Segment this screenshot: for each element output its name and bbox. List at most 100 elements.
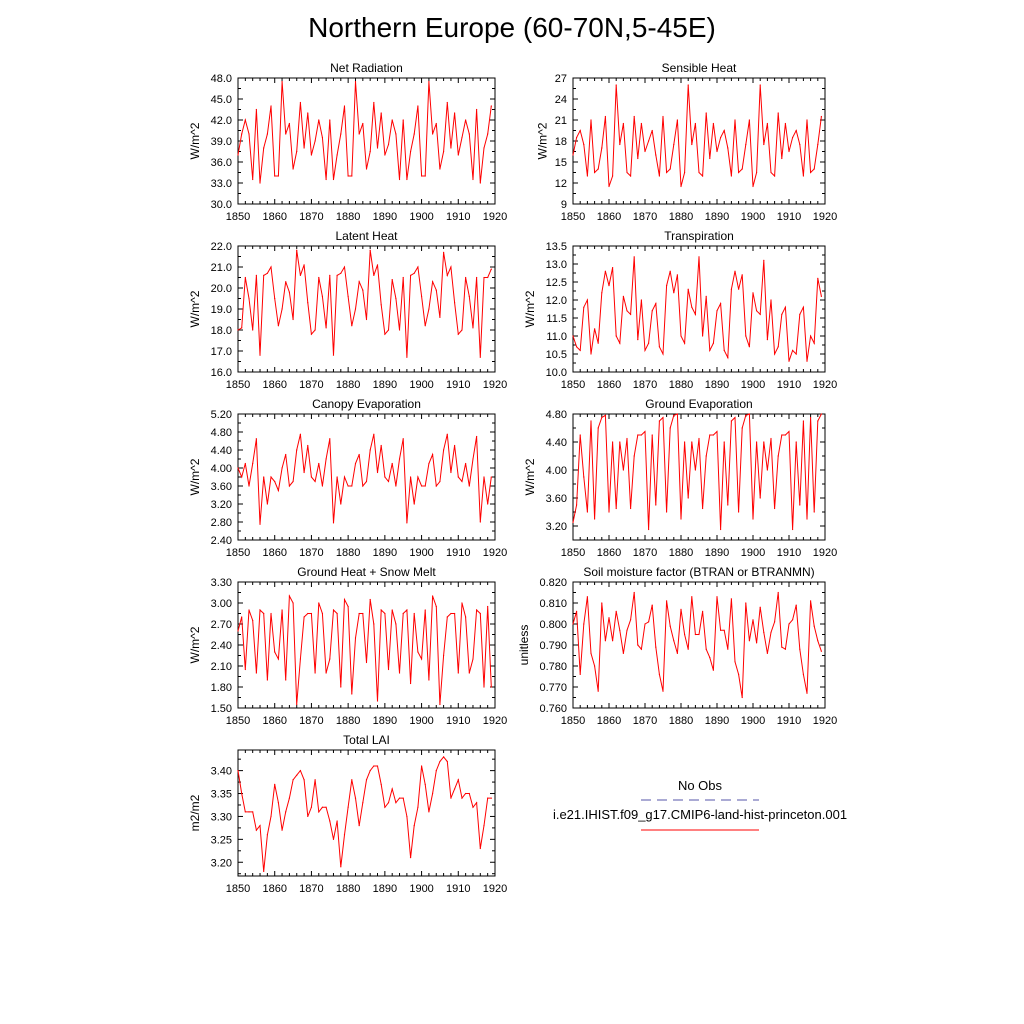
data-point bbox=[329, 119, 331, 121]
data-point bbox=[813, 511, 815, 513]
data-point bbox=[329, 658, 331, 660]
data-point bbox=[402, 797, 404, 799]
data-point bbox=[428, 811, 430, 813]
data-point bbox=[648, 528, 650, 531]
y-tick-label: 4.40 bbox=[546, 437, 567, 449]
data-point bbox=[457, 476, 459, 478]
data-point bbox=[792, 136, 794, 139]
x-tick-label: 1890 bbox=[373, 547, 397, 559]
data-point bbox=[241, 133, 243, 135]
y-axis-label: W/m^2 bbox=[188, 626, 202, 663]
data-point bbox=[583, 476, 585, 478]
data-point bbox=[637, 434, 639, 436]
x-tick-label: 1860 bbox=[262, 379, 286, 391]
series-line bbox=[237, 434, 492, 525]
data-point bbox=[281, 829, 283, 831]
data-point bbox=[658, 420, 661, 422]
data-point bbox=[248, 485, 250, 487]
data-point bbox=[431, 453, 434, 456]
data-point bbox=[454, 444, 456, 447]
data-point bbox=[709, 657, 711, 659]
data-point bbox=[336, 154, 338, 156]
data-point bbox=[756, 642, 758, 644]
data-point bbox=[483, 276, 485, 279]
data-point bbox=[277, 658, 279, 660]
data-point bbox=[244, 276, 246, 279]
data-point bbox=[615, 507, 617, 510]
y-tick-label: 21.0 bbox=[211, 262, 232, 274]
x-tick-label: 1910 bbox=[777, 547, 801, 559]
data-point bbox=[457, 672, 459, 674]
x-tick-label: 1900 bbox=[409, 211, 433, 223]
data-point bbox=[270, 476, 272, 478]
plot-title: Soil moisture factor (BTRAN or BTRANMN) bbox=[583, 565, 814, 579]
y-tick-label: 1.50 bbox=[211, 703, 232, 715]
y-tick-label: 3.25 bbox=[211, 834, 232, 846]
data-point bbox=[630, 619, 632, 621]
data-point bbox=[299, 658, 302, 660]
y-tick-label: 27 bbox=[555, 73, 567, 85]
data-point bbox=[259, 182, 261, 184]
data-point bbox=[817, 420, 819, 422]
data-point bbox=[413, 612, 415, 615]
data-point bbox=[244, 119, 246, 121]
data-point bbox=[413, 503, 415, 505]
data-point bbox=[443, 150, 445, 153]
data-point bbox=[476, 108, 478, 111]
data-point bbox=[439, 168, 441, 170]
data-point bbox=[676, 274, 679, 276]
x-tick-label: 1900 bbox=[409, 715, 433, 727]
chart-1: 1850 1860 1870 1880 1890 1900 1910 1920 9 12 15 18 2… bbox=[536, 61, 838, 223]
data-point bbox=[362, 122, 364, 125]
data-point bbox=[630, 507, 632, 510]
x-tick-label: 1870 bbox=[299, 211, 323, 223]
data-point bbox=[351, 175, 353, 177]
y-tick-label: 15 bbox=[555, 157, 567, 169]
data-point bbox=[763, 143, 765, 146]
y-tick-label: 2.40 bbox=[211, 640, 232, 652]
data-point bbox=[292, 318, 294, 321]
x-tick-label: 1910 bbox=[777, 715, 801, 727]
y-tick-label: 16.0 bbox=[211, 367, 232, 379]
series-line bbox=[572, 592, 822, 698]
data-point bbox=[369, 449, 371, 451]
data-point bbox=[329, 438, 331, 440]
data-point bbox=[255, 438, 257, 440]
data-point bbox=[468, 295, 470, 297]
data-point bbox=[777, 455, 779, 457]
x-tick-label: 1890 bbox=[705, 211, 729, 223]
data-point bbox=[655, 303, 657, 305]
y-tick-label: 33.0 bbox=[211, 178, 232, 190]
data-point bbox=[446, 101, 448, 104]
data-point bbox=[487, 133, 489, 135]
data-point bbox=[387, 329, 390, 331]
data-point bbox=[784, 434, 787, 436]
data-point bbox=[702, 610, 704, 613]
data-point bbox=[655, 504, 657, 506]
data-point bbox=[622, 122, 625, 125]
data-point bbox=[476, 609, 478, 611]
data-point bbox=[784, 122, 787, 125]
y-tick-label: 4.80 bbox=[211, 427, 232, 439]
data-point bbox=[406, 356, 408, 358]
data-point bbox=[387, 802, 390, 804]
data-point bbox=[640, 299, 643, 301]
data-point bbox=[698, 633, 700, 636]
y-tick-label: 0.760 bbox=[539, 703, 567, 715]
data-point bbox=[676, 119, 679, 121]
x-tick-label: 1870 bbox=[299, 715, 323, 727]
data-point bbox=[651, 129, 653, 132]
x-tick-label: 1870 bbox=[633, 547, 657, 559]
x-tick-label: 1850 bbox=[226, 379, 250, 391]
data-point bbox=[406, 815, 408, 818]
data-point bbox=[274, 783, 276, 785]
data-point bbox=[307, 444, 309, 447]
data-point bbox=[738, 511, 740, 513]
data-point bbox=[784, 648, 787, 650]
data-point bbox=[673, 143, 675, 146]
data-point bbox=[472, 806, 474, 808]
data-point bbox=[439, 480, 441, 483]
data-point bbox=[752, 619, 754, 621]
data-point bbox=[687, 648, 689, 650]
